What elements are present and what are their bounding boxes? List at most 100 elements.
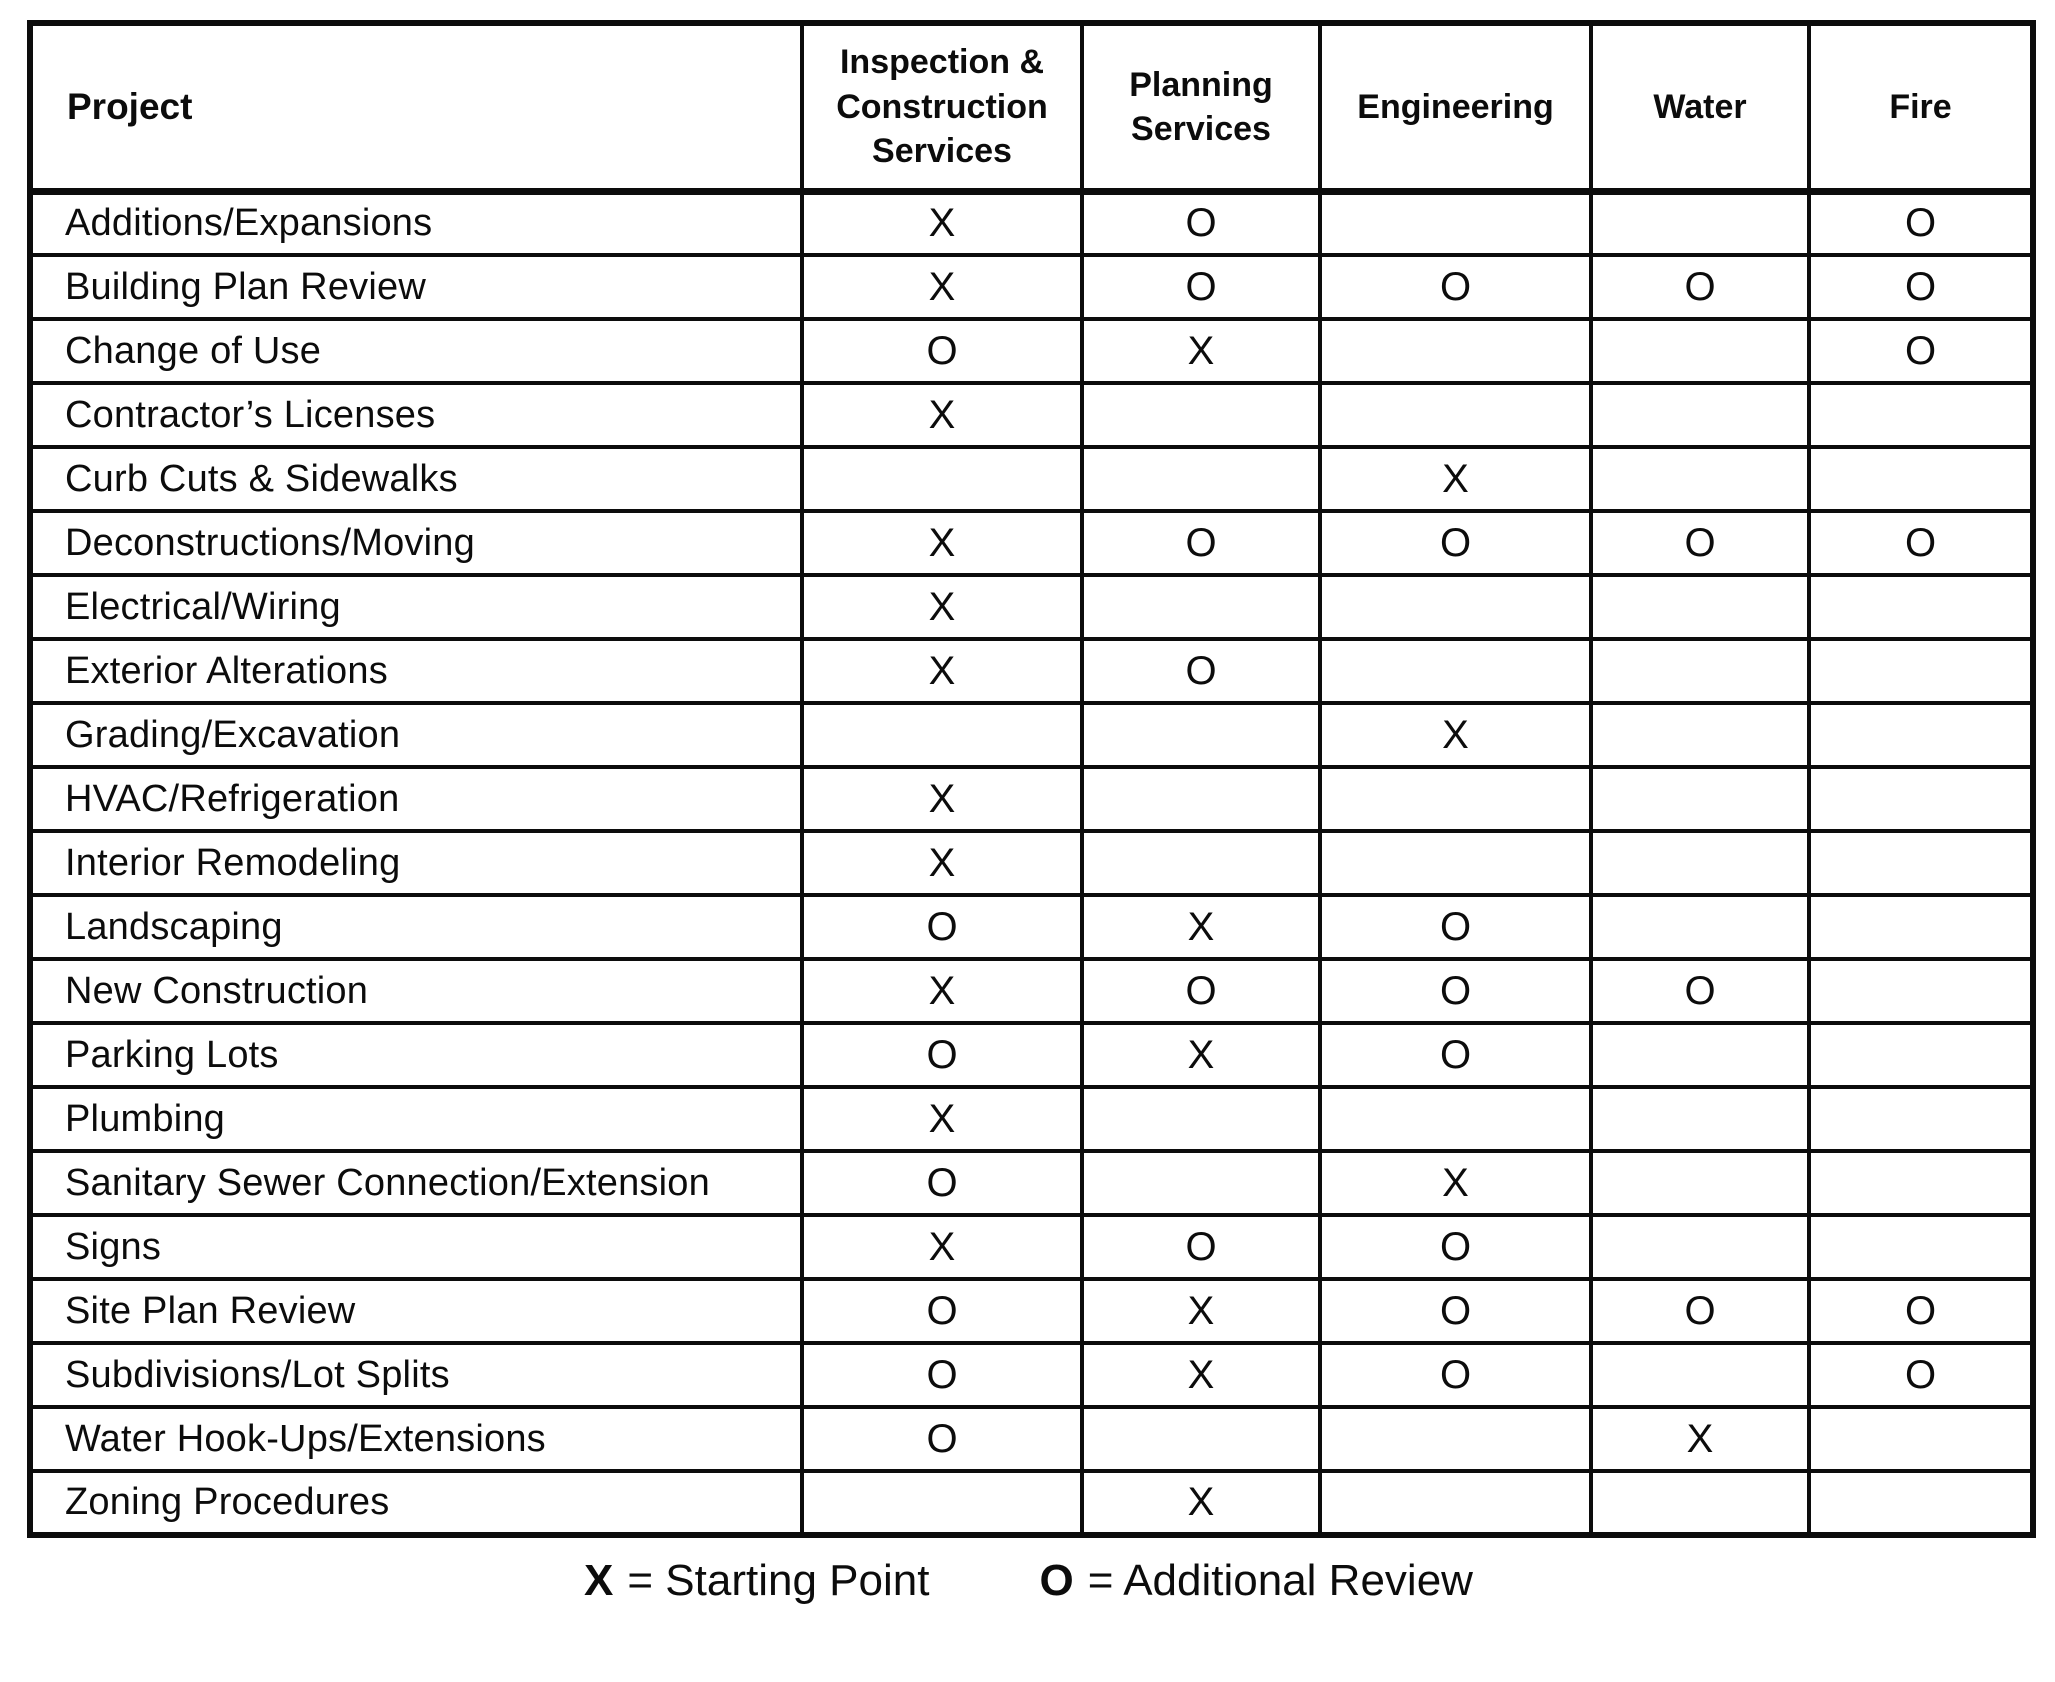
empty-mark-cell	[1318, 189, 1593, 257]
empty-mark-cell	[800, 701, 1084, 769]
table-row: Additions/Expansions X O O	[28, 189, 2035, 257]
table-row: Parking Lots O X O	[28, 1021, 2035, 1089]
permit-review-matrix-table: Project Inspection & Construction Servic…	[27, 20, 2036, 1538]
starting-point-mark-cell: X	[1080, 317, 1322, 385]
empty-mark-cell	[1080, 381, 1322, 449]
project-cell: HVAC/Refrigeration	[28, 765, 804, 833]
empty-mark-cell	[1589, 1021, 1811, 1089]
project-cell: New Construction	[28, 957, 804, 1025]
empty-mark-cell	[1318, 765, 1593, 833]
additional-review-mark-cell: O	[800, 1341, 1084, 1409]
additional-review-mark-cell: O	[800, 1021, 1084, 1089]
project-cell: Subdivisions/Lot Splits	[28, 1341, 804, 1409]
additional-review-mark-cell: O	[1080, 253, 1322, 321]
starting-point-mark-cell: X	[1318, 445, 1593, 513]
empty-mark-cell	[1080, 445, 1322, 513]
additional-review-mark-cell: O	[1807, 189, 2035, 257]
additional-review-mark-cell: O	[1318, 957, 1593, 1025]
project-cell: Electrical/Wiring	[28, 573, 804, 641]
empty-mark-cell	[1589, 1085, 1811, 1153]
project-cell: Interior Remodeling	[28, 829, 804, 897]
project-cell: Building Plan Review	[28, 253, 804, 321]
starting-point-mark-cell: X	[1080, 1021, 1322, 1089]
table-row: Landscaping O X O	[28, 893, 2035, 961]
additional-review-mark-cell: O	[800, 893, 1084, 961]
empty-mark-cell	[1807, 1085, 2035, 1153]
empty-mark-cell	[800, 1469, 1084, 1537]
project-cell: Zoning Procedures	[28, 1469, 804, 1537]
additional-review-mark-cell: O	[1080, 637, 1322, 705]
column-header-inspection-construction-services: Inspection & Construction Services	[800, 21, 1084, 195]
matrix-body: Additions/Expansions X O O Building Plan Rev…	[28, 189, 2035, 1537]
project-cell: Curb Cuts & Sidewalks	[28, 445, 804, 513]
empty-mark-cell	[1080, 1149, 1322, 1217]
starting-point-mark-cell: X	[1080, 1341, 1322, 1409]
empty-mark-cell	[1807, 765, 2035, 833]
empty-mark-cell	[1080, 1405, 1322, 1473]
empty-mark-cell	[1080, 765, 1322, 833]
project-cell: Grading/Excavation	[28, 701, 804, 769]
column-header-engineering: Engineering	[1318, 21, 1593, 195]
empty-mark-cell	[1807, 1213, 2035, 1281]
project-cell: Contractor’s Licenses	[28, 381, 804, 449]
empty-mark-cell	[1080, 829, 1322, 897]
additional-review-mark-cell: O	[1318, 509, 1593, 577]
empty-mark-cell	[1807, 381, 2035, 449]
empty-mark-cell	[1807, 829, 2035, 897]
starting-point-mark-cell: X	[1318, 1149, 1593, 1217]
empty-mark-cell	[1589, 1341, 1811, 1409]
empty-mark-cell	[1589, 637, 1811, 705]
project-cell: Plumbing	[28, 1085, 804, 1153]
empty-mark-cell	[1807, 1021, 2035, 1089]
table-row: Subdivisions/Lot Splits O X O O	[28, 1341, 2035, 1409]
starting-point-mark-cell: X	[800, 189, 1084, 257]
additional-review-mark-cell: O	[1080, 189, 1322, 257]
empty-mark-cell	[1589, 1213, 1811, 1281]
table-row: Building Plan Review X O O O O	[28, 253, 2035, 321]
project-cell: Water Hook-Ups/Extensions	[28, 1405, 804, 1473]
table-row: Zoning Procedures X	[28, 1469, 2035, 1537]
empty-mark-cell	[1807, 637, 2035, 705]
additional-review-mark-cell: O	[1807, 253, 2035, 321]
empty-mark-cell	[1589, 701, 1811, 769]
table-row: Signs X O O	[28, 1213, 2035, 1281]
starting-point-mark-cell: X	[1080, 893, 1322, 961]
column-header-water: Water	[1589, 21, 1811, 195]
empty-mark-cell	[1807, 893, 2035, 961]
additional-review-mark-cell: O	[1080, 509, 1322, 577]
additional-review-mark-cell: O	[1080, 957, 1322, 1025]
empty-mark-cell	[1589, 573, 1811, 641]
additional-review-mark-cell: O	[1589, 253, 1811, 321]
table-row: Water Hook-Ups/Extensions O X	[28, 1405, 2035, 1473]
starting-point-mark-cell: X	[800, 1085, 1084, 1153]
empty-mark-cell	[1080, 1085, 1322, 1153]
project-cell: Additions/Expansions	[28, 189, 804, 257]
empty-mark-cell	[1589, 829, 1811, 897]
additional-review-mark-cell: O	[1318, 893, 1593, 961]
empty-mark-cell	[1318, 637, 1593, 705]
starting-point-mark-cell: X	[1589, 1405, 1811, 1473]
table-row: Deconstructions/Moving X O O O O	[28, 509, 2035, 577]
additional-review-mark-cell: O	[1807, 1277, 2035, 1345]
empty-mark-cell	[1589, 445, 1811, 513]
additional-review-mark-cell: O	[800, 317, 1084, 385]
column-header-project: Project	[28, 21, 804, 195]
additional-review-mark-cell: O	[1807, 1341, 2035, 1409]
empty-mark-cell	[1589, 1469, 1811, 1537]
empty-mark-cell	[1589, 317, 1811, 385]
additional-review-mark-cell: O	[800, 1277, 1084, 1345]
starting-point-mark-cell: X	[800, 1213, 1084, 1281]
additional-review-mark-cell: O	[1318, 1213, 1593, 1281]
empty-mark-cell	[1807, 1469, 2035, 1537]
table-row: New Construction X O O O	[28, 957, 2035, 1025]
table-row: Exterior Alterations X O	[28, 637, 2035, 705]
empty-mark-cell	[1807, 445, 2035, 513]
empty-mark-cell	[1807, 573, 2035, 641]
empty-mark-cell	[800, 445, 1084, 513]
empty-mark-cell	[1807, 701, 2035, 769]
starting-point-mark-cell: X	[800, 829, 1084, 897]
additional-review-mark-cell: O	[1807, 509, 2035, 577]
empty-mark-cell	[1318, 381, 1593, 449]
starting-point-mark-cell: X	[1080, 1469, 1322, 1537]
